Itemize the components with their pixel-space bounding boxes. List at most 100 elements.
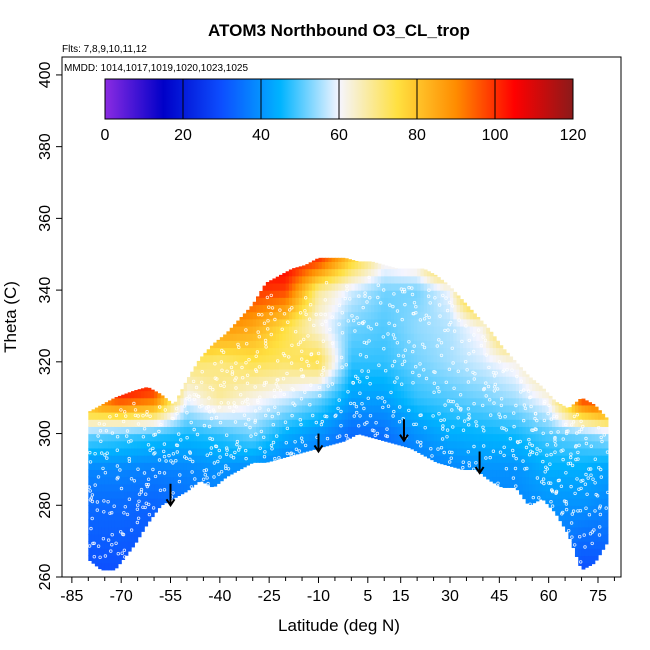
- sample-point: [276, 411, 280, 416]
- heatmap-cell: [548, 455, 553, 463]
- sample-point: [553, 450, 557, 454]
- sample-point: [159, 422, 163, 427]
- y-tick-label: 400: [37, 61, 54, 88]
- heatmap-cell: [545, 412, 550, 420]
- heatmap-cell: [209, 469, 214, 478]
- heatmap-cell: [384, 347, 389, 356]
- sample-point: [121, 532, 126, 537]
- heatmap-cell: [558, 419, 563, 427]
- heatmap-cell: [466, 340, 471, 349]
- sample-point: [175, 450, 179, 454]
- heatmap-cell: [423, 447, 428, 456]
- heatmap-cell: [272, 278, 277, 284]
- heatmap-cell: [111, 447, 116, 456]
- heatmap-cell: [400, 390, 405, 399]
- heatmap-cell: [111, 398, 116, 406]
- heatmap-cell: [279, 347, 283, 356]
- sample-point: [377, 363, 381, 367]
- heatmap-cell: [426, 397, 431, 406]
- heatmap-cell: [147, 469, 152, 478]
- heatmap-cell: [344, 258, 349, 263]
- heatmap-cell: [568, 469, 573, 478]
- sample-point: [430, 454, 434, 458]
- heatmap-cell: [292, 419, 297, 427]
- heatmap-cell: [209, 462, 214, 471]
- heatmap-cell: [236, 419, 241, 427]
- sample-point: [481, 403, 485, 408]
- heatmap-cell: [390, 297, 395, 306]
- heatmap-cell: [430, 376, 435, 384]
- heatmap-cell: [440, 354, 445, 363]
- heatmap-cell: [578, 555, 583, 564]
- heatmap-cell: [453, 433, 458, 442]
- heatmap-cell: [528, 498, 533, 505]
- heatmap-cell: [463, 318, 468, 327]
- sample-point: [141, 414, 145, 418]
- sample-point: [273, 317, 277, 322]
- heatmap-cell: [147, 490, 152, 499]
- heatmap-cell: [446, 347, 451, 356]
- heatmap-cell: [308, 376, 313, 384]
- sample-point: [314, 420, 318, 425]
- heatmap-cell: [219, 455, 224, 463]
- heatmap-cell: [114, 498, 119, 506]
- heatmap-cell: [344, 369, 349, 377]
- heatmap-cell: [538, 476, 543, 485]
- heatmap-cell: [463, 376, 468, 384]
- heatmap-cell: [528, 483, 533, 492]
- heatmap-cell: [213, 369, 218, 377]
- heatmap-cell: [328, 433, 333, 442]
- sample-point: [179, 438, 183, 442]
- heatmap-cell: [413, 404, 418, 413]
- sample-point: [373, 433, 377, 438]
- heatmap-cell: [558, 505, 563, 514]
- heatmap-cell: [433, 376, 438, 384]
- heatmap-cell: [311, 340, 316, 349]
- heatmap-cell: [453, 361, 458, 370]
- heatmap-cell: [581, 447, 586, 456]
- sample-point: [569, 452, 573, 456]
- heatmap-cell: [377, 333, 382, 341]
- heatmap-cell: [377, 263, 382, 270]
- heatmap-cell: [298, 268, 303, 277]
- heatmap-cell: [213, 447, 218, 456]
- heatmap-cell: [236, 426, 241, 435]
- heatmap-cell: [114, 512, 119, 521]
- sample-point: [368, 382, 372, 386]
- heatmap-cell: [295, 447, 300, 455]
- heatmap-cell: [137, 390, 142, 399]
- heatmap-cell: [315, 258, 320, 263]
- sample-point: [243, 399, 248, 403]
- heatmap-cell: [551, 412, 556, 420]
- heatmap-cell: [466, 318, 471, 327]
- heatmap-cell: [131, 426, 135, 435]
- heatmap-cell: [121, 404, 126, 413]
- heatmap-cell: [282, 275, 287, 284]
- sample-point: [481, 425, 485, 429]
- heatmap-cell: [473, 361, 477, 370]
- sample-point: [335, 435, 340, 439]
- heatmap-cell: [400, 369, 405, 377]
- heatmap-cell: [311, 268, 316, 277]
- heatmap-cell: [285, 419, 290, 427]
- heatmap-cell: [144, 404, 149, 413]
- heatmap-cell: [124, 412, 129, 420]
- heatmap-cell: [384, 390, 389, 399]
- heatmap-cell: [482, 354, 487, 363]
- heatmap-cell: [101, 483, 106, 492]
- heatmap-cell: [466, 455, 471, 463]
- heatmap-cell: [288, 333, 293, 341]
- heatmap-cell: [446, 404, 451, 413]
- sample-point: [570, 512, 574, 516]
- sample-point: [207, 424, 212, 429]
- heatmap-cell: [111, 505, 116, 514]
- heatmap-cell: [262, 369, 267, 377]
- heatmap-cell: [186, 433, 191, 442]
- heatmap-cell: [344, 261, 349, 270]
- sample-point: [219, 360, 224, 364]
- heatmap-cell: [229, 376, 234, 384]
- heatmap-cell: [486, 469, 491, 478]
- heatmap-cell: [325, 275, 329, 284]
- heatmap-cell: [288, 311, 293, 320]
- sample-point: [439, 341, 444, 345]
